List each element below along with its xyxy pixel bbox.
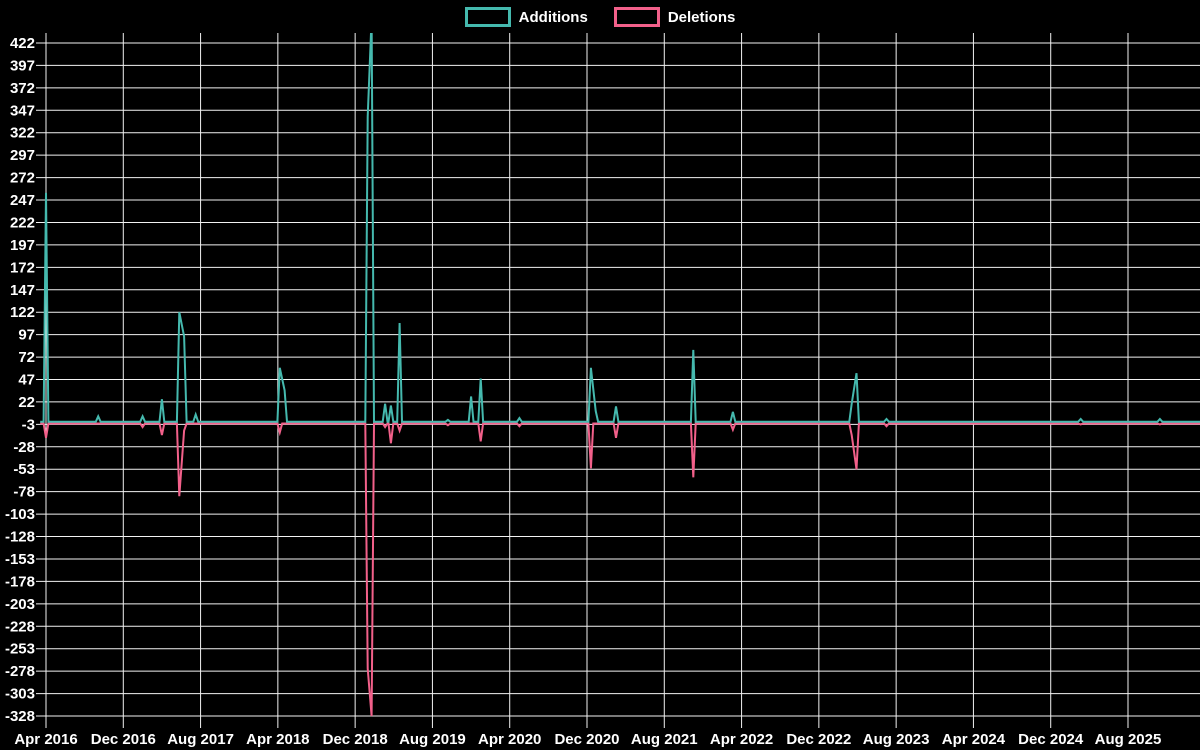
svg-text:347: 347 [10, 102, 35, 119]
additions-legend-label: Additions [518, 8, 588, 26]
svg-text:-3: -3 [22, 416, 35, 433]
svg-text:Aug 2017: Aug 2017 [167, 731, 234, 748]
svg-text:222: 222 [10, 214, 35, 231]
svg-text:272: 272 [10, 170, 35, 187]
svg-text:-303: -303 [5, 686, 35, 703]
svg-text:Dec 2022: Dec 2022 [786, 731, 851, 748]
svg-text:22: 22 [18, 394, 35, 411]
svg-text:Dec 2024: Dec 2024 [1018, 731, 1084, 748]
svg-text:47: 47 [18, 371, 35, 388]
svg-text:197: 197 [10, 237, 35, 254]
svg-text:-328: -328 [5, 708, 35, 725]
svg-text:147: 147 [10, 282, 35, 299]
svg-text:Apr 2020: Apr 2020 [478, 731, 541, 748]
svg-text:-178: -178 [5, 573, 35, 590]
svg-text:322: 322 [10, 125, 35, 142]
svg-text:-228: -228 [5, 618, 35, 635]
svg-text:Apr 2016: Apr 2016 [14, 731, 77, 748]
svg-text:-253: -253 [5, 641, 35, 658]
svg-text:-278: -278 [5, 663, 35, 680]
svg-text:372: 372 [10, 80, 35, 97]
x-gridlines [45, 33, 1129, 728]
svg-text:-153: -153 [5, 551, 35, 568]
svg-text:Apr 2024: Apr 2024 [942, 731, 1006, 748]
additions-line [40, 33, 1200, 423]
legend-item-additions[interactable]: Additions [464, 7, 588, 27]
svg-text:-78: -78 [13, 484, 35, 501]
svg-text:172: 172 [10, 259, 35, 276]
deletions-swatch [613, 7, 660, 27]
svg-text:-53: -53 [13, 461, 35, 478]
svg-text:397: 397 [10, 57, 35, 74]
svg-text:Aug 2025: Aug 2025 [1095, 731, 1162, 748]
svg-text:-203: -203 [5, 596, 35, 613]
svg-text:Apr 2018: Apr 2018 [246, 731, 309, 748]
svg-text:Aug 2023: Aug 2023 [863, 731, 930, 748]
svg-text:Aug 2019: Aug 2019 [399, 731, 466, 748]
svg-text:422: 422 [10, 35, 35, 52]
chart-legend: Additions Deletions [0, 7, 1200, 27]
svg-text:122: 122 [10, 304, 35, 321]
deletions-line [40, 422, 1200, 717]
svg-text:Dec 2020: Dec 2020 [554, 731, 619, 748]
svg-text:247: 247 [10, 192, 35, 209]
svg-text:97: 97 [18, 327, 35, 344]
svg-text:-128: -128 [5, 529, 35, 546]
additions-swatch [464, 7, 511, 27]
svg-text:Dec 2016: Dec 2016 [91, 731, 156, 748]
x-tick-labels: Apr 2016 Dec 2016 Aug 2017 Apr 2018 Dec 2018… [14, 731, 1161, 748]
svg-text:Apr 2022: Apr 2022 [710, 731, 773, 748]
svg-text:Dec 2018: Dec 2018 [323, 731, 388, 748]
svg-text:72: 72 [18, 349, 35, 366]
deletions-legend-label: Deletions [667, 8, 736, 26]
y-gridlines [36, 42, 1200, 717]
svg-text:297: 297 [10, 147, 35, 164]
y-tick-labels: 422 397 372 347 322 297 272 247 222 197 172 147 122 9… [5, 35, 35, 725]
svg-text:-28: -28 [13, 439, 35, 456]
svg-text:Aug 2021: Aug 2021 [631, 731, 698, 748]
legend-item-deletions[interactable]: Deletions [613, 7, 736, 27]
svg-text:-103: -103 [5, 506, 35, 523]
